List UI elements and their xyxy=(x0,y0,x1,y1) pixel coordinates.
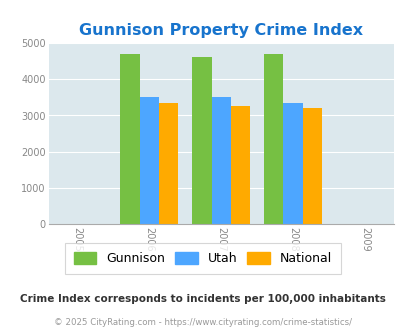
Bar xyxy=(211,97,230,224)
Text: Crime Index corresponds to incidents per 100,000 inhabitants: Crime Index corresponds to incidents per… xyxy=(20,294,385,304)
Title: Gunnison Property Crime Index: Gunnison Property Crime Index xyxy=(79,22,362,38)
Bar xyxy=(302,108,322,224)
Bar xyxy=(230,106,250,224)
Bar xyxy=(192,57,211,224)
Bar xyxy=(263,54,283,224)
Bar xyxy=(120,54,139,224)
Bar xyxy=(283,103,302,224)
Bar xyxy=(159,103,178,224)
Bar xyxy=(139,97,159,224)
Legend: Gunnison, Utah, National: Gunnison, Utah, National xyxy=(65,243,340,274)
Text: © 2025 CityRating.com - https://www.cityrating.com/crime-statistics/: © 2025 CityRating.com - https://www.city… xyxy=(54,318,351,327)
